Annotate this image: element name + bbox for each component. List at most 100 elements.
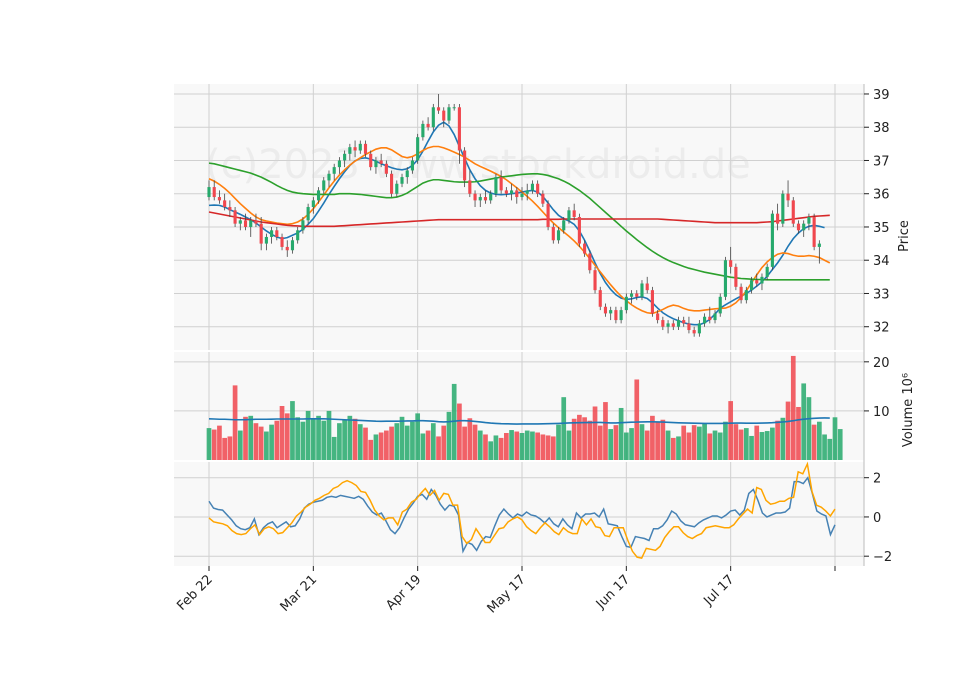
- candle-body: [609, 310, 613, 314]
- candle: [270, 226, 274, 244]
- candle: [562, 217, 566, 234]
- candle: [796, 220, 801, 234]
- volume-bar: [425, 430, 431, 460]
- candle: [483, 190, 488, 204]
- candle: [410, 157, 415, 174]
- candle-body: [442, 110, 446, 121]
- candle-body: [661, 320, 665, 327]
- candle: [515, 187, 519, 204]
- date-tick-label: Feb 22: [174, 572, 216, 614]
- candle: [739, 283, 743, 304]
- candle-body: [452, 107, 456, 109]
- volume-tick-label: 10: [873, 405, 890, 420]
- candle-body: [478, 197, 482, 201]
- candle-body: [802, 223, 806, 231]
- candle-body: [436, 107, 441, 111]
- candle-body: [676, 320, 681, 327]
- candle-body: [796, 223, 801, 231]
- volume-bar: [790, 355, 796, 460]
- candle: [734, 263, 738, 291]
- candle: [306, 203, 310, 224]
- candle: [353, 140, 357, 158]
- candle-body: [739, 286, 743, 301]
- date-tick-label: Jun 17: [593, 572, 633, 612]
- candle: [645, 276, 649, 294]
- candle-body: [494, 177, 498, 194]
- volume-bar: [780, 417, 786, 460]
- volume-bar: [441, 425, 447, 460]
- candle: [322, 177, 326, 194]
- candle: [259, 217, 263, 251]
- candle: [369, 150, 373, 171]
- candle-body: [687, 323, 691, 331]
- candle-body: [463, 150, 467, 181]
- volume-bar: [759, 432, 765, 460]
- candle-body: [671, 323, 675, 327]
- candle-body: [207, 187, 211, 198]
- volume-bar: [577, 414, 582, 460]
- candle: [285, 240, 289, 257]
- volume-bar: [837, 429, 843, 460]
- volume-bar: [775, 420, 780, 460]
- volume-bar: [331, 436, 337, 460]
- volume-bar: [295, 417, 301, 460]
- candle-body: [624, 296, 628, 311]
- candle: [416, 133, 420, 164]
- candle-body: [812, 217, 816, 247]
- volume-bar: [728, 401, 734, 460]
- candle-body: [645, 283, 649, 291]
- volume-bar: [211, 429, 217, 460]
- candle-body: [457, 107, 461, 151]
- candle-body: [556, 230, 561, 241]
- candle-body: [395, 183, 399, 194]
- candle: [358, 140, 362, 154]
- candle-body: [410, 160, 415, 171]
- volume-bar: [550, 436, 556, 460]
- candle: [478, 193, 482, 208]
- candle-body: [562, 220, 566, 231]
- volume-bar: [279, 406, 285, 460]
- candle: [332, 163, 336, 181]
- candle-body: [212, 187, 216, 198]
- candle: [374, 157, 378, 174]
- volume-bar: [566, 430, 572, 460]
- volume-bar: [373, 434, 379, 460]
- volume-bar: [743, 428, 749, 460]
- candle: [708, 306, 712, 324]
- volume-bar: [582, 417, 587, 460]
- candle: [489, 190, 493, 204]
- candle-body: [374, 160, 378, 168]
- candle-body: [551, 226, 555, 241]
- candle: [264, 233, 268, 251]
- candle: [243, 213, 248, 231]
- volume-bar: [467, 418, 473, 460]
- candle-body: [369, 153, 373, 168]
- volume-bar: [222, 437, 227, 460]
- candle: [650, 286, 654, 317]
- candle-body: [749, 280, 754, 291]
- candle-body: [520, 193, 524, 198]
- price-candles: [207, 93, 821, 337]
- candle: [384, 160, 388, 178]
- volume-bar: [681, 425, 687, 460]
- candle: [463, 147, 467, 188]
- candle: [640, 280, 644, 301]
- candle: [781, 190, 785, 227]
- candle: [765, 263, 769, 281]
- candle: [619, 306, 623, 324]
- candle: [577, 213, 581, 247]
- price-tick-label: 36: [873, 188, 890, 203]
- candle-body: [390, 173, 394, 194]
- candle: [682, 316, 686, 327]
- candle: [207, 180, 211, 201]
- candle-body: [619, 310, 623, 321]
- volume-bar: [310, 419, 316, 460]
- volume-bar: [290, 401, 295, 460]
- candle: [546, 200, 550, 231]
- candle-body: [384, 163, 388, 174]
- candle-body: [567, 210, 571, 221]
- candle-body: [593, 270, 597, 291]
- candle: [697, 320, 701, 337]
- volume-bar: [378, 432, 384, 460]
- volume-bar: [712, 430, 718, 460]
